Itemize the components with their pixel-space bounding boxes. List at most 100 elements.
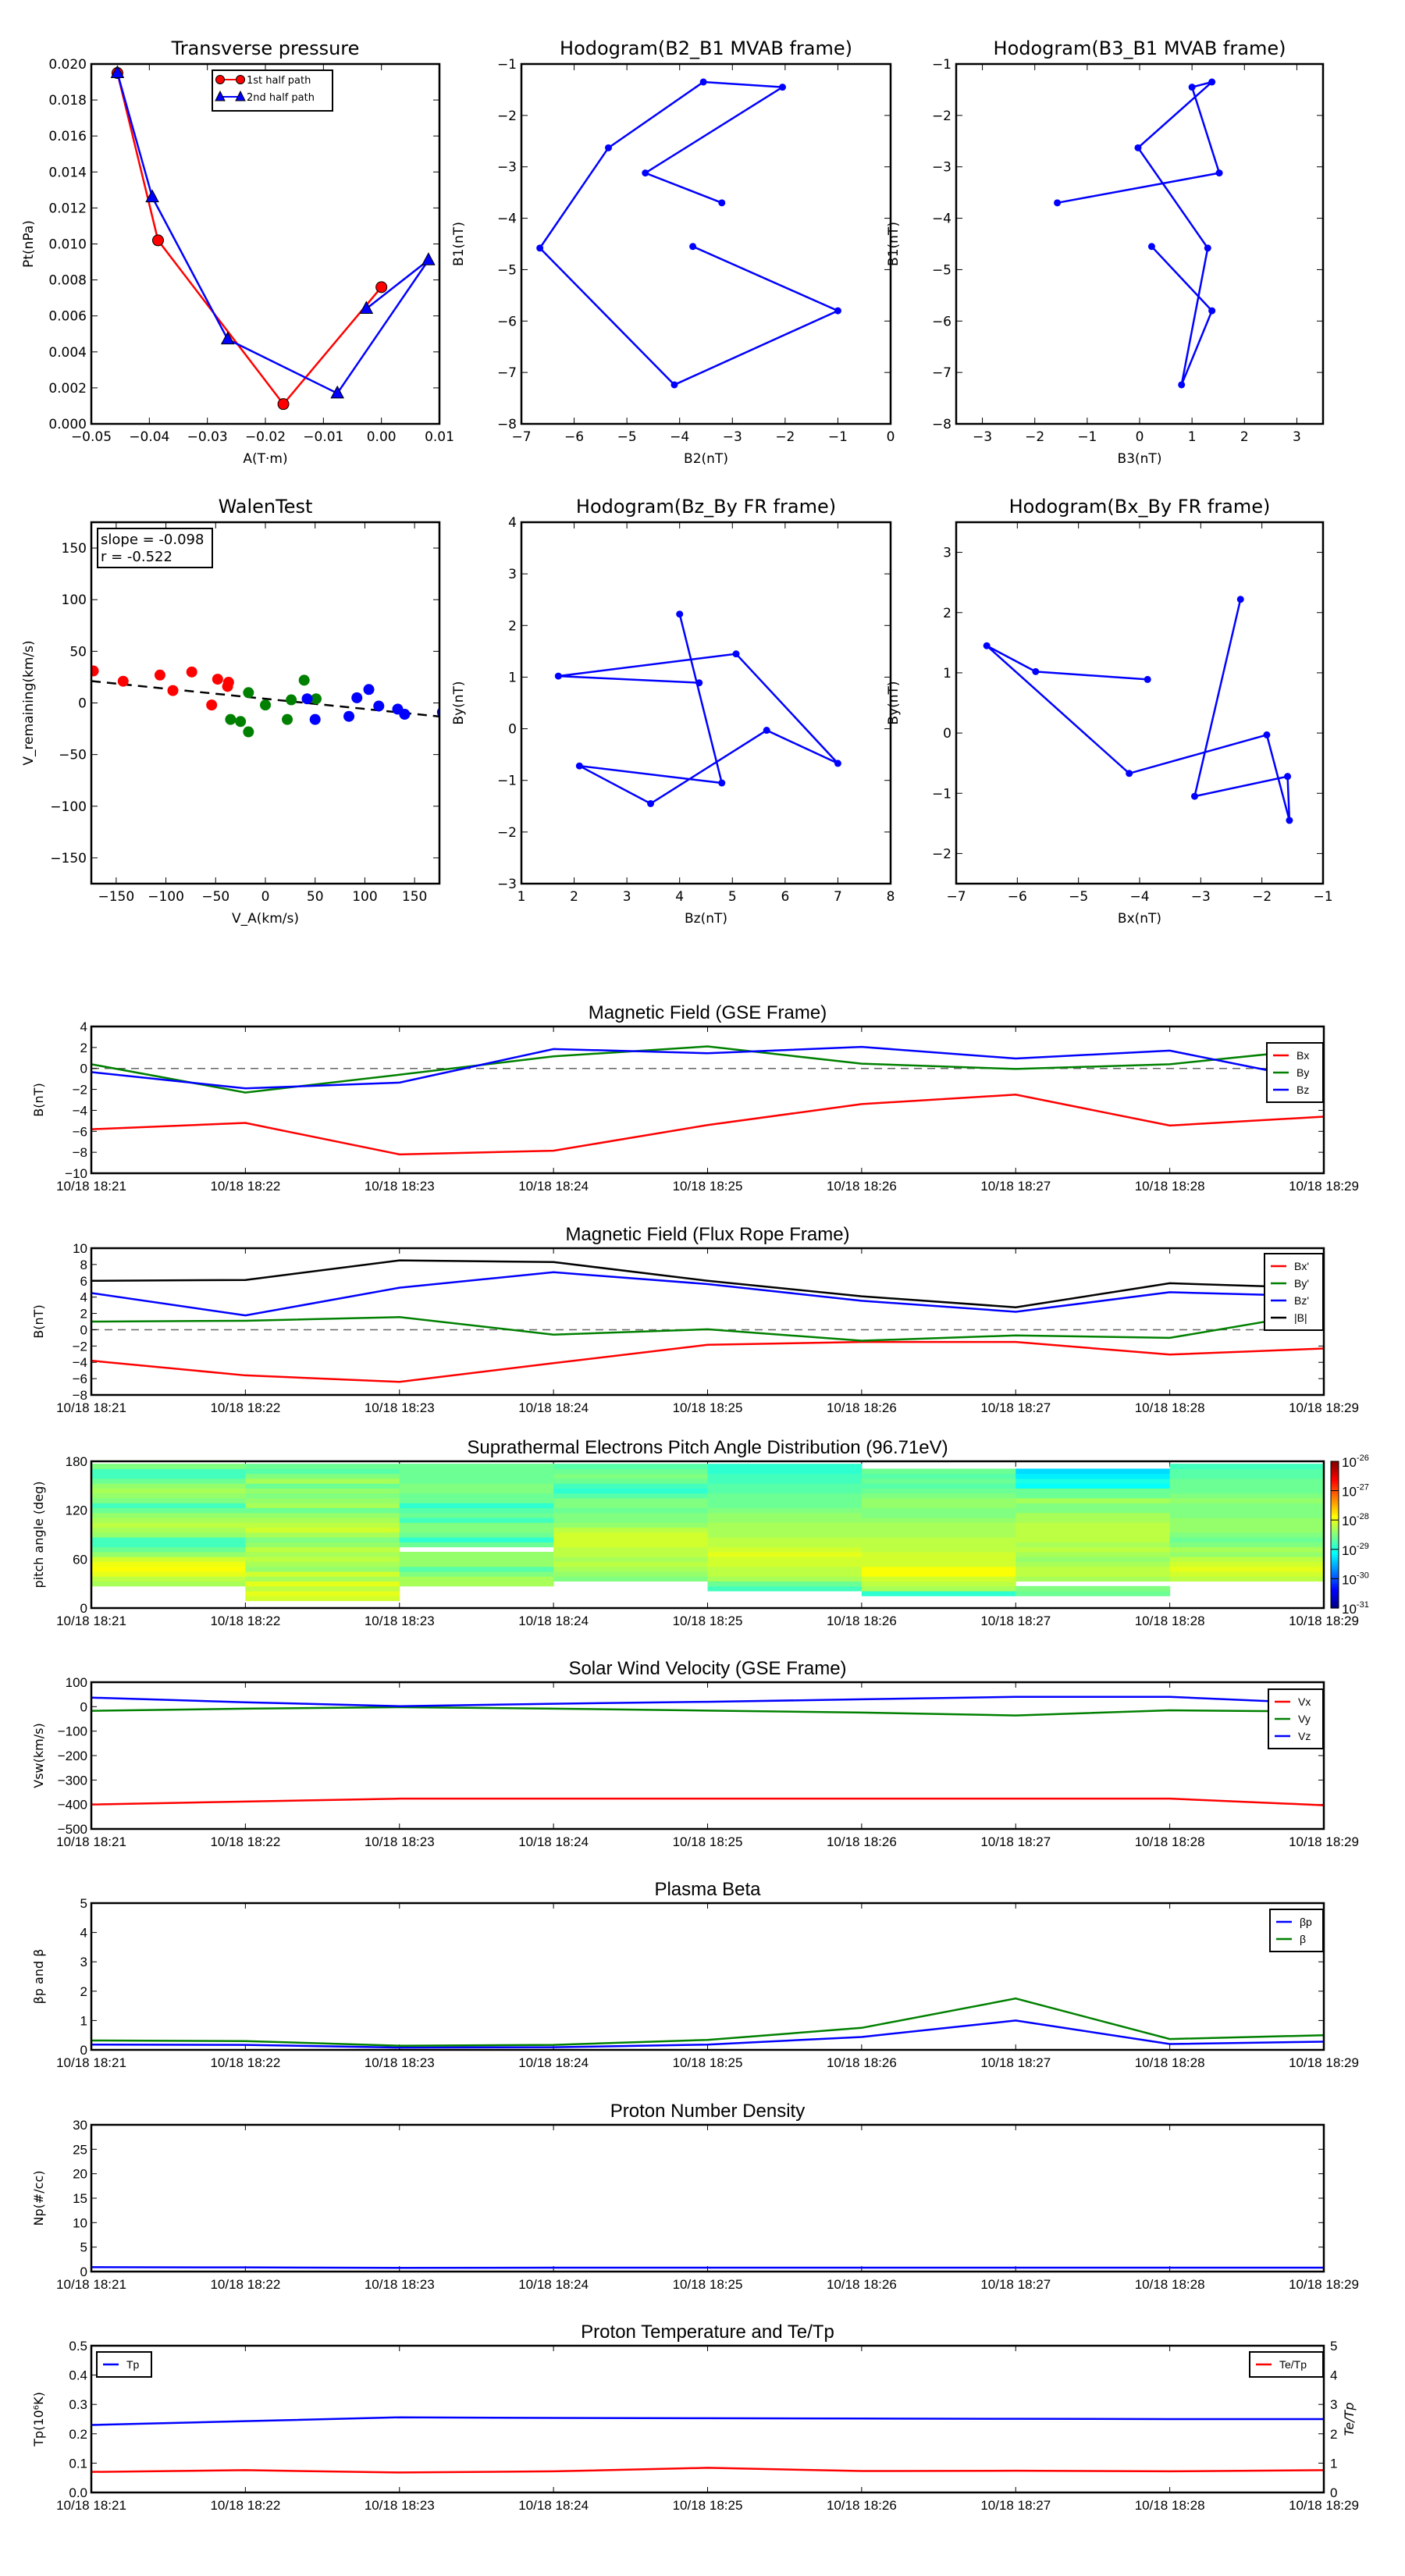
colorbar-segment <box>1331 1591 1339 1594</box>
series-2-point <box>359 301 374 314</box>
y-tick-label: 0.020 <box>48 57 87 73</box>
scatter-point-red <box>154 669 165 681</box>
colorbar-tick-label: 10-26 <box>1342 1453 1369 1470</box>
y-tick-label: 0.1 <box>69 2456 87 2471</box>
y-tick-label: 20 <box>73 2167 87 2182</box>
series-1-line <box>116 73 382 406</box>
x-tick-label: 0 <box>1136 429 1144 445</box>
colorbar-segment <box>1331 1576 1339 1579</box>
heatmap-cell <box>707 1493 863 1499</box>
heatmap-cell <box>861 1522 1016 1528</box>
plot-area <box>110 65 436 411</box>
y-tick-label: 150 <box>62 541 87 557</box>
y-tick-label: −5 <box>497 262 517 278</box>
heatmap-cell <box>1169 1512 1324 1518</box>
heatmap-cell <box>399 1493 554 1499</box>
right-y-tick-label: 0 <box>1330 2485 1337 2500</box>
legend: Te/Tp <box>1249 2351 1324 2378</box>
heatmap-cell <box>245 1591 400 1596</box>
heatmap-cell <box>399 1551 554 1557</box>
axes-frame <box>955 62 1325 425</box>
x-tick-label: 10/18 18:24 <box>518 2277 589 2292</box>
y-tick-label: 100 <box>66 1675 87 1690</box>
x-tick-label: 10/18 18:28 <box>1135 1400 1205 1415</box>
heatmap-cell <box>91 1468 246 1475</box>
colorbar-exponent: -28 <box>1357 1512 1369 1521</box>
heatmap-cell <box>245 1557 400 1562</box>
x-tick-label: 10/18 18:26 <box>827 1614 897 1628</box>
x-tick-label: 10/18 18:25 <box>673 1179 743 1194</box>
heatmap-cell <box>1016 1551 1171 1557</box>
heatmap-cell <box>1169 1542 1324 1548</box>
heatmap-cell <box>1016 1532 1171 1538</box>
scatter-point-red <box>117 675 129 687</box>
plot-area <box>91 1997 1324 2049</box>
heatmap-cell <box>707 1468 863 1475</box>
series-1-point <box>1208 78 1216 86</box>
y-tick-label: −4 <box>932 212 951 227</box>
x-tick-label: 10/18 18:28 <box>1135 2055 1205 2070</box>
heatmap-cell <box>1169 1537 1324 1542</box>
plot-area <box>91 665 439 738</box>
x-tick-label: 10/18 18:23 <box>365 1400 435 1415</box>
right-y-axis-label: Te/Tp <box>1342 2403 1357 2436</box>
heatmap-cell <box>707 1527 863 1533</box>
heatmap-cell <box>707 1557 863 1562</box>
heatmap-cell <box>707 1571 863 1577</box>
y-tick-label: 0 <box>80 2043 87 2058</box>
y-tick-label: −8 <box>932 417 951 432</box>
x-tick-label: 0.01 <box>425 429 454 445</box>
y-tick-label: 50 <box>69 644 87 660</box>
y-tick-label: −2 <box>497 109 517 124</box>
heatmap-cell <box>399 1512 554 1518</box>
x-tick-label: −5 <box>1069 889 1088 905</box>
colorbar-exponent: -26 <box>1357 1453 1369 1463</box>
series-1-point <box>1215 169 1223 177</box>
colorbar-segment <box>1331 1478 1339 1482</box>
y-tick-label: 0.002 <box>48 381 87 397</box>
x-tick-label: 10/18 18:22 <box>210 2277 280 2292</box>
y-tick-label: −8 <box>73 1145 87 1160</box>
colorbar-segment <box>1331 1471 1339 1475</box>
y-tick-label: 0.010 <box>48 237 87 253</box>
x-tick-label: 10/18 18:24 <box>518 2055 589 2070</box>
x-tick-label: 10/18 18:23 <box>365 1834 435 1849</box>
colorbar-segment <box>1331 1574 1339 1577</box>
series-1-point <box>1054 199 1062 207</box>
heatmap-cell <box>91 1546 246 1553</box>
heatmap-cell <box>861 1532 1016 1538</box>
y-tick-label: 0.008 <box>48 273 87 289</box>
heatmap-cell <box>399 1561 554 1567</box>
chart-title: Transverse pressure <box>171 37 360 59</box>
heatmap-cell <box>399 1483 554 1489</box>
heatmap-cell <box>399 1557 554 1562</box>
y-tick-label: 0 <box>80 1699 87 1714</box>
heatmap-cell <box>245 1566 400 1572</box>
y-tick-label: −10 <box>65 1166 87 1181</box>
axes-frame <box>90 1681 1325 1831</box>
heatmap-cell <box>1016 1498 1171 1503</box>
y-tick-label: 1 <box>80 2013 87 2028</box>
y-tick-label: 10 <box>73 1241 87 1256</box>
heatmap-cell <box>245 1478 400 1484</box>
heatmap-cell <box>553 1542 708 1548</box>
x-tick-label: −1 <box>1077 429 1097 445</box>
legend-label: Bz' <box>1294 1294 1309 1307</box>
legend-label: Bx <box>1297 1049 1309 1062</box>
colorbar-segment <box>1331 1551 1339 1555</box>
heatmap-cell <box>1016 1557 1171 1562</box>
heatmap-cell <box>399 1478 554 1484</box>
x-tick-label: −7 <box>946 889 966 905</box>
heatmap-cell <box>1016 1571 1171 1577</box>
x-tick-label: 10/18 18:25 <box>673 2055 743 2070</box>
series-1-point <box>1208 307 1216 315</box>
y-tick-label: 4 <box>508 515 517 531</box>
colorbar-exponent: -31 <box>1357 1600 1369 1610</box>
colorbar-segment <box>1331 1527 1339 1531</box>
axes-frame <box>90 521 441 885</box>
series-1-point <box>732 650 740 658</box>
colorbar-segment <box>1331 1522 1339 1526</box>
heatmap-cell <box>553 1507 708 1514</box>
y-tick-label: 0.000 <box>48 417 87 432</box>
